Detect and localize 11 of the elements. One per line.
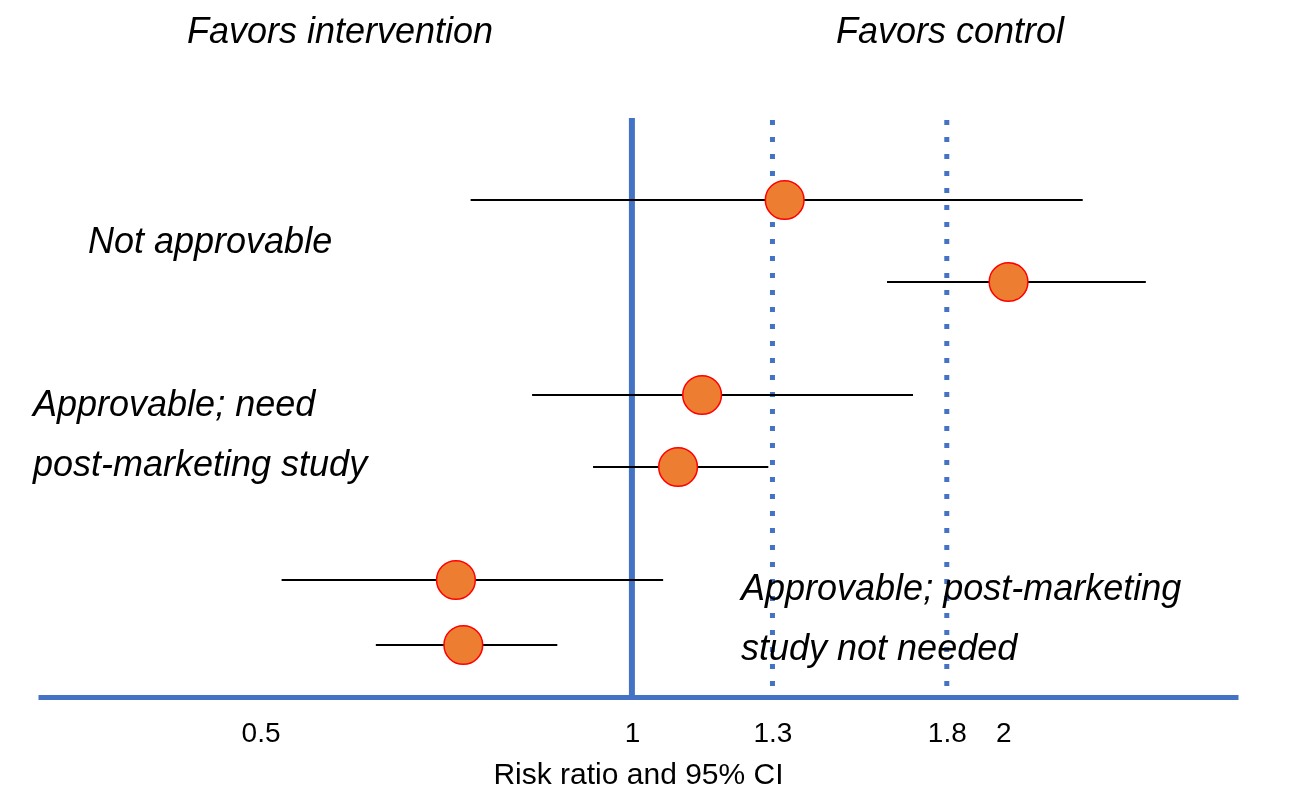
x-tick-label: 2: [995, 716, 1012, 748]
annotation: Approvable; post-marketing study not needed: [739, 567, 1182, 668]
x-tick-label: 0.5: [241, 716, 281, 748]
x-axis-title: Risk ratio and 95% CI: [493, 756, 784, 790]
x-tick-label: 1.8: [927, 716, 967, 748]
annotation: Not approvable: [88, 220, 333, 261]
text: Favors control: [835, 10, 1066, 51]
x-tick-label: 1: [624, 716, 641, 748]
text: Favors intervention: [186, 10, 494, 51]
annotation: Approvable; need post-marketing study: [31, 383, 370, 484]
x-tick-label: 1.3: [753, 716, 793, 748]
